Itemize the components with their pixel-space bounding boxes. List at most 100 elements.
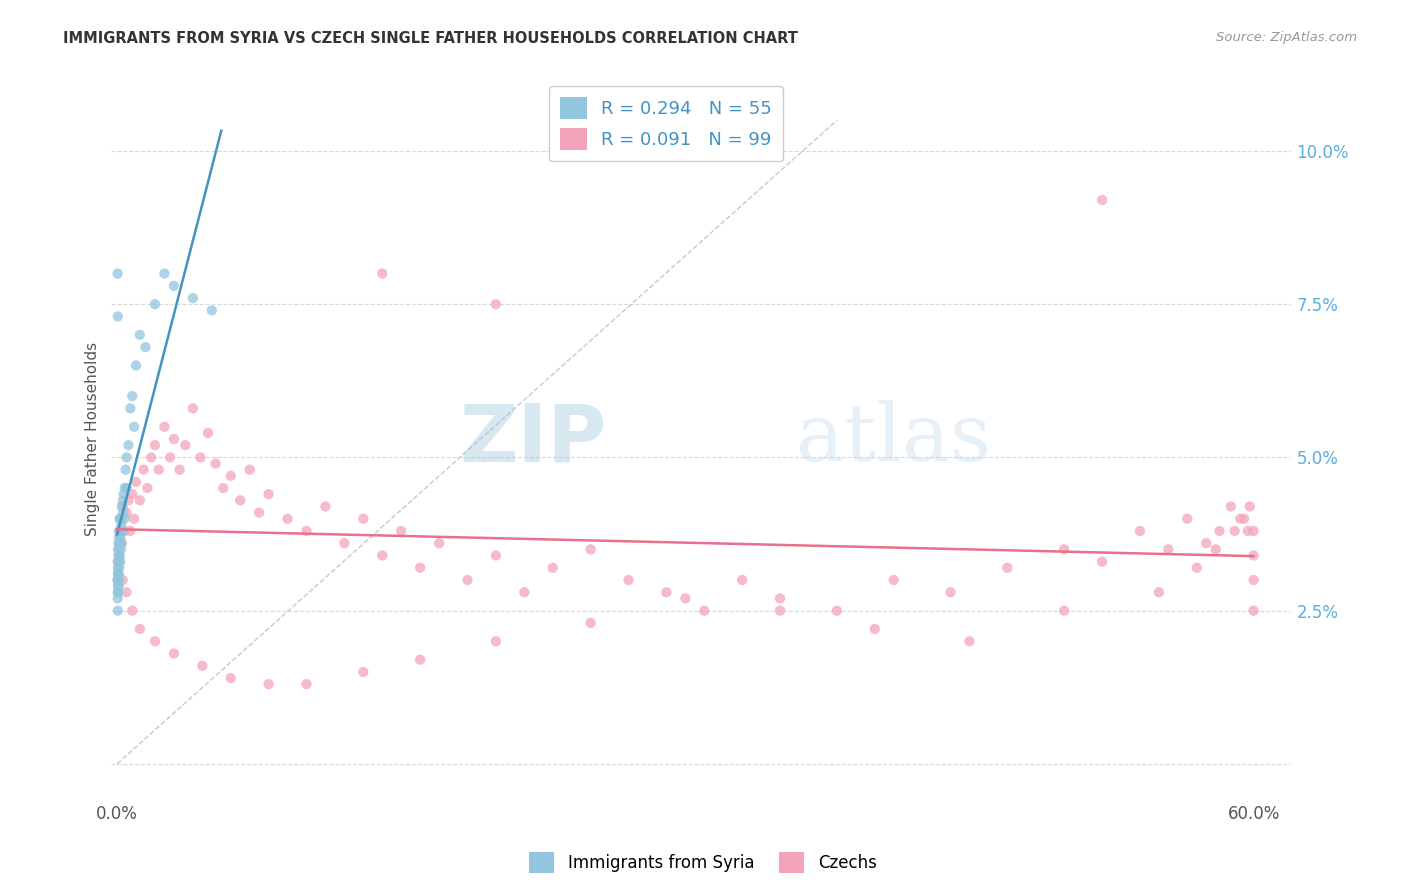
Point [107, 604, 129, 618]
Point [128, 622, 150, 636]
Point [219, 671, 242, 685]
Point [731, 573, 754, 587]
Point [1243, 524, 1265, 538]
Point [1157, 542, 1180, 557]
Point [457, 573, 479, 587]
Point [107, 542, 129, 557]
Point [959, 634, 981, 648]
Point [191, 658, 214, 673]
Point [693, 604, 716, 618]
Point [117, 438, 139, 452]
Point [114, 463, 136, 477]
Point [107, 555, 129, 569]
Point [513, 585, 536, 599]
Point [111, 500, 134, 514]
Point [1233, 512, 1256, 526]
Point [427, 536, 450, 550]
Point [111, 493, 134, 508]
Point [148, 463, 170, 477]
Point [389, 524, 412, 538]
Point [110, 512, 132, 526]
Point [107, 530, 129, 544]
Point [190, 450, 212, 465]
Point [143, 297, 166, 311]
Point [107, 555, 129, 569]
Point [128, 493, 150, 508]
Point [115, 481, 138, 495]
Point [1091, 193, 1114, 207]
Point [1219, 500, 1241, 514]
Point [107, 591, 129, 606]
Text: ZIP: ZIP [460, 400, 607, 478]
Point [995, 560, 1018, 574]
Point [1239, 500, 1261, 514]
Point [579, 542, 602, 557]
Point [485, 634, 508, 648]
Point [174, 438, 197, 452]
Point [163, 432, 186, 446]
Point [371, 549, 394, 563]
Point [120, 401, 142, 416]
Point [939, 585, 962, 599]
Point [257, 487, 280, 501]
Point [197, 425, 219, 440]
Point [247, 506, 270, 520]
Point [1237, 524, 1260, 538]
Point [579, 615, 602, 630]
Text: atlas: atlas [796, 400, 991, 478]
Point [163, 647, 186, 661]
Point [485, 549, 508, 563]
Point [1229, 512, 1251, 526]
Point [107, 542, 129, 557]
Point [112, 506, 135, 520]
Point [108, 549, 131, 563]
Point [1147, 585, 1170, 599]
Point [883, 573, 905, 587]
Point [107, 573, 129, 587]
Point [110, 536, 132, 550]
Point [112, 487, 135, 501]
Point [352, 665, 374, 679]
Point [333, 536, 356, 550]
Point [159, 450, 181, 465]
Point [108, 512, 131, 526]
Point [134, 340, 156, 354]
Point [107, 573, 129, 587]
Point [1129, 524, 1152, 538]
Point [136, 481, 159, 495]
Point [1053, 604, 1076, 618]
Point [108, 524, 131, 538]
Point [863, 622, 886, 636]
Point [769, 591, 792, 606]
Point [107, 566, 129, 581]
Point [107, 536, 129, 550]
Point [409, 653, 432, 667]
Point [169, 463, 191, 477]
Point [141, 450, 163, 465]
Point [111, 524, 134, 538]
Legend: R = 0.294   N = 55, R = 0.091   N = 99: R = 0.294 N = 55, R = 0.091 N = 99 [550, 87, 783, 161]
Point [107, 310, 129, 324]
Point [107, 566, 129, 581]
Point [239, 463, 262, 477]
Point [1243, 604, 1265, 618]
Point [108, 536, 131, 550]
Point [371, 267, 394, 281]
Point [125, 475, 148, 489]
Point [163, 278, 186, 293]
Point [110, 555, 132, 569]
Point [115, 450, 138, 465]
Point [673, 591, 696, 606]
Point [1243, 573, 1265, 587]
Point [107, 267, 129, 281]
Point [108, 560, 131, 574]
Point [295, 677, 318, 691]
Point [1223, 524, 1246, 538]
Point [108, 536, 131, 550]
Point [108, 524, 131, 538]
Legend: Immigrants from Syria, Czechs: Immigrants from Syria, Czechs [523, 846, 883, 880]
Point [108, 549, 131, 563]
Point [108, 555, 131, 569]
Point [143, 438, 166, 452]
Point [1175, 512, 1198, 526]
